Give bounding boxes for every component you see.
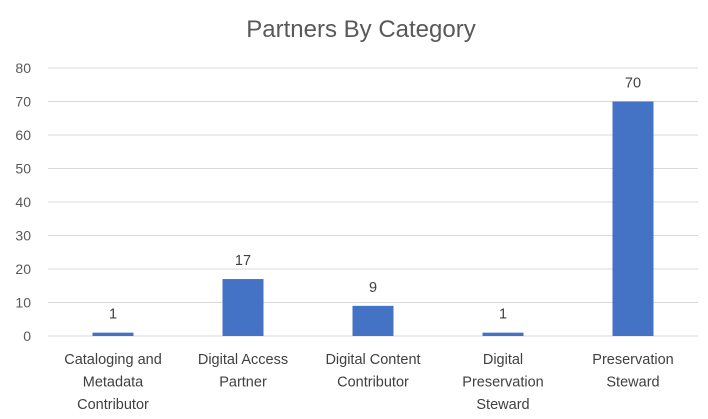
bars	[92, 101, 654, 336]
x-category-label-line: Digital Content	[325, 352, 420, 368]
data-label: 70	[625, 76, 641, 92]
x-category-label-line: Preservation	[592, 352, 673, 368]
y-tick-label: 80	[15, 60, 31, 76]
x-category-label-line: Preservation	[462, 375, 543, 391]
x-category-label: Digital Content Contributor	[325, 352, 420, 391]
x-category-label-line: Contributor	[77, 397, 149, 413]
x-category-label-line: Cataloging and	[64, 352, 162, 368]
x-category-label: Cataloging and Metadata Contributor	[64, 352, 162, 413]
y-tick-label: 50	[15, 161, 31, 177]
data-label: 1	[109, 307, 117, 323]
data-labels: 1 17 9 1 70	[109, 76, 641, 323]
x-category-label: Digital Access Partner	[198, 352, 288, 391]
bar	[352, 305, 394, 336]
y-tick-label: 70	[15, 94, 31, 110]
bar	[612, 101, 654, 336]
y-tick-label: 40	[15, 194, 31, 210]
bar	[92, 332, 134, 336]
gridlines	[48, 67, 698, 337]
x-category-label-line: Steward	[476, 397, 529, 413]
x-category-label-line: Metadata	[83, 375, 144, 391]
x-category-label: Digital Preservation Steward	[462, 352, 543, 413]
y-tick-label: 0	[23, 328, 31, 344]
y-axis-ticks: 0 10 20 30 40 50 60 70 80	[15, 60, 31, 344]
bar	[482, 332, 524, 336]
y-tick-label: 10	[15, 295, 31, 311]
x-category-label: Preservation Steward	[592, 352, 673, 391]
y-tick-label: 60	[15, 127, 31, 143]
x-category-label-line: Steward	[606, 375, 659, 391]
y-tick-label: 30	[15, 228, 31, 244]
y-tick-label: 20	[15, 261, 31, 277]
x-category-label-line: Partner	[219, 375, 267, 391]
x-axis-categories: Cataloging and Metadata ContributorDigital…	[64, 352, 673, 413]
x-category-label-line: Digital Access	[198, 352, 288, 368]
x-category-label-line: Contributor	[337, 375, 409, 391]
bar	[222, 279, 264, 336]
x-category-label-line: Digital	[483, 352, 523, 368]
data-label: 9	[369, 280, 377, 296]
data-label: 17	[235, 253, 251, 269]
data-label: 1	[499, 307, 507, 323]
chart-title: Partners By Category	[246, 16, 475, 43]
